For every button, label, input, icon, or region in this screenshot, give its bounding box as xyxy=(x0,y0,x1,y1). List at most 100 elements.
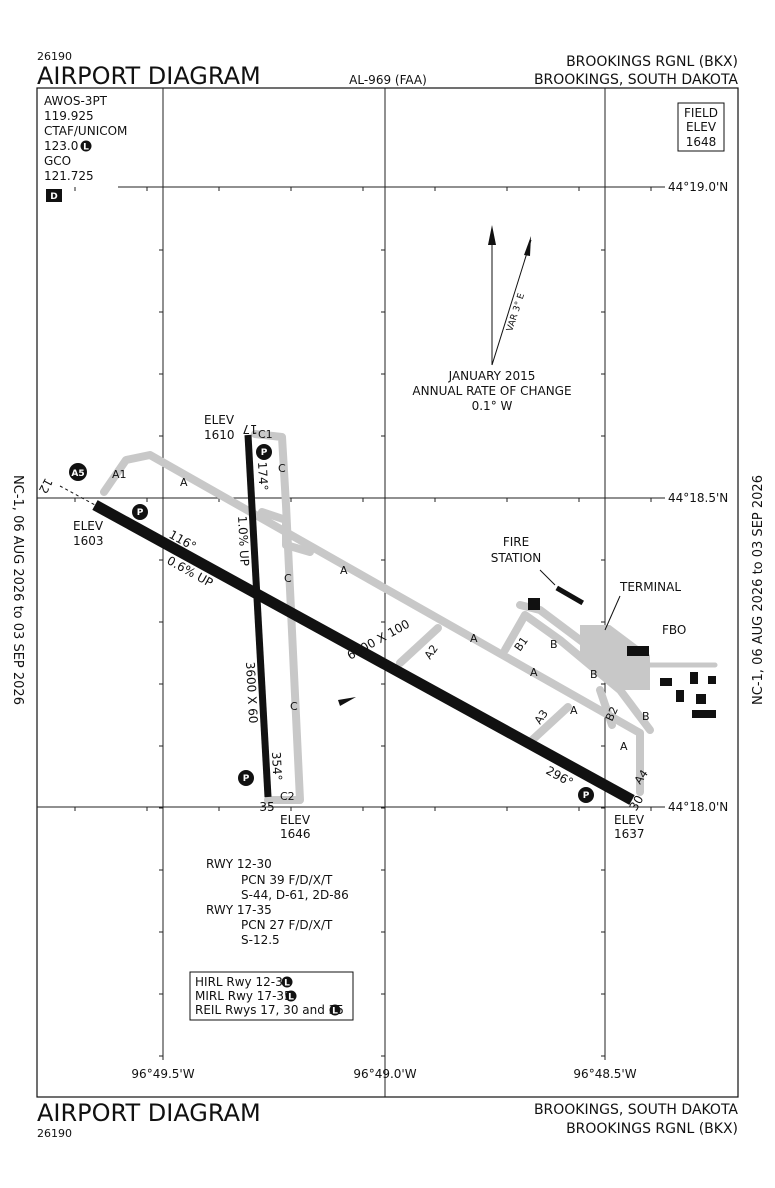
hotspot xyxy=(69,463,87,481)
badge-text: P xyxy=(583,791,590,801)
badge xyxy=(238,770,254,786)
dial-badge xyxy=(46,189,62,202)
frame xyxy=(36,87,739,1098)
building-label: TERMINAL xyxy=(619,580,681,594)
hotspot-text: A5 xyxy=(71,469,84,479)
arrowhead xyxy=(524,236,531,256)
building xyxy=(696,694,706,704)
taxiway-label: B xyxy=(590,668,598,681)
elev-label: ELEV xyxy=(73,519,104,533)
taxiway xyxy=(396,624,442,667)
badge xyxy=(256,444,272,460)
taxiway xyxy=(258,508,314,556)
elev-label: ELEV xyxy=(280,813,311,827)
leader xyxy=(539,569,556,586)
grid xyxy=(37,88,665,1097)
taxiway-label: A xyxy=(470,632,478,645)
comm: CTAF/UNICOM xyxy=(44,124,127,138)
badge-text: P xyxy=(261,448,268,458)
buildings xyxy=(528,585,716,718)
airport-name: BROOKINGS RGNL (BKX) xyxy=(566,54,738,70)
lighting: REIL Rwys 17, 30 and 35 xyxy=(195,1003,344,1017)
building xyxy=(660,678,672,686)
lighting: HIRL Rwy 12-30 xyxy=(195,975,290,989)
runway-17-35 xyxy=(244,434,272,798)
building xyxy=(528,598,540,610)
taxiway-label: A xyxy=(570,704,578,717)
rwy-data: RWY 17-35 xyxy=(206,903,272,917)
arrowhead xyxy=(488,225,496,245)
runway-end: 17 xyxy=(242,422,257,436)
taxiway xyxy=(596,686,616,729)
badge-text: D xyxy=(50,192,57,202)
badge-text: P xyxy=(137,508,144,518)
taxiway-label: B2 xyxy=(603,705,621,724)
taxiway xyxy=(501,611,654,734)
taxiway xyxy=(251,430,304,804)
rwy-data: RWY 12-30 xyxy=(206,857,272,871)
dimension: 3600 X 60 xyxy=(243,661,260,723)
effective-dates: NC-1, 06 AUG 2026 to 03 SEP 2026 xyxy=(10,475,25,705)
taxiway-label: C2 xyxy=(280,790,295,803)
title: AIRPORT DIAGRAM xyxy=(37,62,261,90)
beacon xyxy=(338,697,356,706)
runway-end: 30 xyxy=(627,793,647,813)
taxiway-label: A xyxy=(620,740,628,753)
building-label: FBO xyxy=(662,623,686,637)
taxiway-label: B xyxy=(550,638,558,651)
longitude: 96°49.5'W xyxy=(131,1067,194,1081)
latitude: 44°18.5'N xyxy=(668,491,728,505)
gradient: 1.0% UP xyxy=(235,515,252,566)
badge-text: L xyxy=(83,143,89,153)
building xyxy=(708,676,716,684)
comm: 123.0 xyxy=(44,139,78,153)
footer-number: 26190 xyxy=(37,1127,72,1140)
leader xyxy=(604,595,621,631)
parking-badges: P P P P A5 xyxy=(69,444,594,803)
footer-airport: BROOKINGS RGNL (BKX) xyxy=(566,1121,738,1137)
taxiway-label: B xyxy=(642,710,650,723)
mag-rate: 0.1° W xyxy=(472,399,513,413)
badge xyxy=(132,504,148,520)
lighting: MIRL Rwy 17-35 xyxy=(195,989,292,1003)
runway-end: 35 xyxy=(259,800,274,814)
elev-label: ELEV xyxy=(614,813,645,827)
building-label: FIRE xyxy=(503,535,529,549)
comm: 119.925 xyxy=(44,109,94,123)
badge-text: L xyxy=(284,979,290,989)
badge xyxy=(285,990,297,1002)
building-label: STATION xyxy=(491,551,542,565)
badge-text: P xyxy=(243,774,250,784)
lighting-box xyxy=(189,971,354,1021)
elev: 1637 xyxy=(614,827,645,841)
badge xyxy=(281,976,293,988)
badge-text: L xyxy=(332,1007,338,1017)
rwy-data: PCN 39 F/D/X/T xyxy=(241,873,333,887)
comm: 121.725 xyxy=(44,169,94,183)
field-elev-box xyxy=(677,102,725,152)
taxiway xyxy=(526,703,572,746)
footer-title: AIRPORT DIAGRAM xyxy=(37,1099,261,1127)
field-elev: FIELD xyxy=(684,106,718,120)
longitude: 96°49.0'W xyxy=(353,1067,416,1081)
badge-text: L xyxy=(288,993,294,1003)
heading: 354° xyxy=(269,751,284,781)
taxiway-label: A xyxy=(180,476,188,489)
comms: AWOS-3PT 119.925 CTAF/UNICOM 123.0 L GCO… xyxy=(44,94,127,202)
mag-date: JANUARY 2015 xyxy=(448,369,536,383)
taxiway-label: C xyxy=(284,572,292,585)
taxiway-label: A xyxy=(340,564,348,577)
heading: 174° xyxy=(255,461,270,491)
rwy-data: S-44, D-61, 2D-86 xyxy=(241,888,349,902)
elev-label: ELEV xyxy=(204,413,235,427)
latitude: 44°19.0'N xyxy=(668,180,728,194)
runway-end: 12 xyxy=(36,476,56,496)
chart-id: AL-969 (FAA) xyxy=(349,73,427,87)
taxiway-label: C xyxy=(290,700,298,713)
lighting-badge xyxy=(80,140,92,152)
badge xyxy=(578,787,594,803)
chart-number: 26190 xyxy=(37,50,72,63)
taxiway-label: A1 xyxy=(112,468,127,481)
building xyxy=(692,710,716,718)
